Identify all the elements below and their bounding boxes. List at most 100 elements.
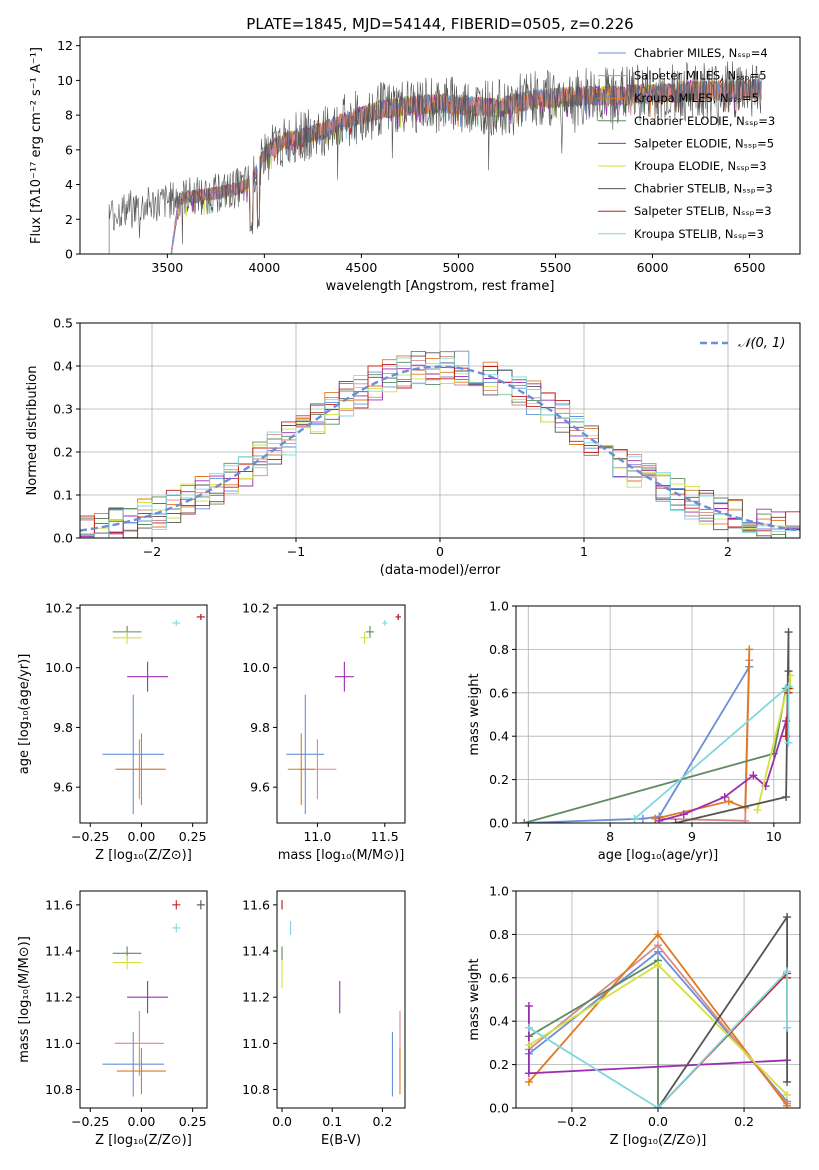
weight-lines <box>520 628 795 823</box>
x-tick-label: 11.5 <box>371 829 399 844</box>
weight-line <box>675 631 790 823</box>
legend-label: Kroupa MILES, Nₛₛₚ=5 <box>634 91 759 105</box>
error-bars <box>102 900 205 1097</box>
y-axis-label: mass weight <box>467 958 482 1040</box>
weight-vs-age-panel: 7 8 9 10 0.0 0.2 0.4 0.6 0.8 1.0 age [log₁₀(age/yr… <box>467 599 801 863</box>
axes-frame <box>79 604 208 824</box>
axes-frame <box>276 890 406 1109</box>
axes-frame <box>79 890 208 1109</box>
y-tick-label: 11.6 <box>45 897 73 912</box>
y-tick-label: 0.4 <box>489 729 509 744</box>
x-tick-label: 0.0 <box>272 1114 292 1129</box>
y-tick-label: 0.5 <box>53 316 73 331</box>
y-axis-label: Normed distribution <box>25 366 40 496</box>
normal-curve <box>80 365 800 532</box>
y-tick-label: 0.2 <box>489 1057 509 1072</box>
x-tick-label: 9 <box>688 829 696 844</box>
x-tick-label: 6500 <box>734 260 766 275</box>
y-tick-label: 4 <box>65 177 73 192</box>
legend-label: Chabrier ELODIE, Nₛₛₚ=3 <box>634 114 775 128</box>
weight-line <box>524 666 751 823</box>
legend-label: Salpeter STELIB, Nₛₛₚ=3 <box>634 204 772 218</box>
error-bars <box>281 900 401 1097</box>
x-tick-label: −1 <box>287 544 305 559</box>
y-tick-label: 0.4 <box>489 1014 509 1029</box>
x-tick-label: 11.0 <box>303 829 331 844</box>
y-tick-label: 0.6 <box>489 970 509 985</box>
y-tick-label: 0.0 <box>489 816 509 831</box>
x-tick-label: 0.1 <box>322 1114 342 1129</box>
y-tick-label: 0.2 <box>489 772 509 787</box>
x-tick-label: 3500 <box>151 260 183 275</box>
axes-frame <box>276 604 406 824</box>
x-axis-label: wavelength [Angstrom, rest frame] <box>326 279 555 294</box>
y-tick-label: 0.3 <box>53 402 73 417</box>
x-tick-label: 5500 <box>540 260 572 275</box>
y-tick-label: 12 <box>57 38 73 53</box>
y-tick-label: 0 <box>65 247 73 262</box>
x-tick-label: 4000 <box>248 260 280 275</box>
x-axis-label: Z [log₁₀(Z/Z⊙)] <box>95 1133 192 1148</box>
legend-label: Chabrier MILES, Nₛₛₚ=4 <box>634 46 768 60</box>
x-axis-label: E(B-V) <box>321 1133 361 1148</box>
y-tick-label: 0.4 <box>53 359 73 374</box>
histograms <box>80 350 800 538</box>
y-tick-label: 10.8 <box>45 1082 73 1097</box>
y-tick-label: 1.0 <box>489 884 509 899</box>
y-tick-label: 9.8 <box>53 720 73 735</box>
x-tick-label: 7 <box>524 829 532 844</box>
figure-title: PLATE=1845, MJD=54144, FIBERID=0505, z=0… <box>246 15 633 33</box>
x-tick-label: 0.25 <box>179 1114 207 1129</box>
x-tick-label: 0.25 <box>179 829 207 844</box>
x-axis-label: Z [log₁₀(Z/Z⊙)] <box>95 848 192 863</box>
x-tick-label: 0.00 <box>128 1114 156 1129</box>
y-tick-label: 0.8 <box>489 927 509 942</box>
x-axis-label: Z [log₁₀(Z/Z⊙)] <box>610 1133 707 1148</box>
y-tick-label: 8 <box>65 108 73 123</box>
y-tick-label: 10.0 <box>242 660 270 675</box>
spectrum-lines <box>108 61 762 254</box>
y-tick-label: 9.8 <box>250 720 270 735</box>
y-tick-label: 0.0 <box>53 531 73 546</box>
y-tick-label: 11.0 <box>45 1036 73 1051</box>
error-bars <box>102 613 205 815</box>
legend-label: 𝒩(0, 1) <box>738 336 785 351</box>
x-tick-label: 1 <box>580 544 588 559</box>
x-axis-label: mass [log₁₀(M/M⊙)] <box>278 848 405 863</box>
y-tick-label: 10 <box>57 73 73 88</box>
x-tick-label: −0.25 <box>71 1114 109 1129</box>
y-tick-label: 9.6 <box>53 780 73 795</box>
y-tick-label: 0.0 <box>489 1101 509 1116</box>
y-tick-label: 10.2 <box>242 600 270 615</box>
histogram-step <box>80 363 800 538</box>
y-tick-label: 6 <box>65 142 73 157</box>
axes-frame <box>79 322 801 539</box>
y-axis-label: mass weight <box>467 673 482 755</box>
y-tick-label: 11.2 <box>242 990 270 1005</box>
legend-label: Salpeter MILES, Nₛₛₚ=5 <box>634 69 767 83</box>
spectrum-line <box>108 61 762 254</box>
x-tick-label: 0.0 <box>648 1114 668 1129</box>
y-axis-label: mass [log₁₀(M/M⊙)] <box>17 936 32 1063</box>
histogram-step <box>80 357 800 538</box>
y-tick-label: 11.4 <box>45 944 73 959</box>
x-tick-label: 4500 <box>345 260 377 275</box>
y-axis-label: Flux [fλ10⁻¹⁷ erg cm⁻² s⁻¹ A⁻¹] <box>29 47 44 244</box>
x-tick-label: 0.00 <box>128 829 156 844</box>
axes-frame <box>79 36 801 255</box>
weight-line <box>634 684 790 820</box>
age-vs-metallicity-panel: −0.25 0.00 0.25 9.6 9.8 10.0 10.2 Z [log₁₀(Z/Z⊙… <box>17 600 208 863</box>
error-bars <box>286 613 401 815</box>
y-tick-label: 10.0 <box>45 660 73 675</box>
x-tick-label: 0.2 <box>734 1114 754 1129</box>
x-axis-label: age [log₁₀(age/yr)] <box>598 848 719 863</box>
y-tick-label: 11.6 <box>242 897 270 912</box>
mass-vs-metallicity-panel: −0.25 0.00 0.25 10.8 11.0 11.2 11.4 11.6 Z [log₁… <box>17 890 208 1148</box>
x-tick-label: 10 <box>766 829 782 844</box>
axes-frame <box>515 890 801 1109</box>
y-tick-label: 11.2 <box>45 990 73 1005</box>
legend-label: Salpeter ELODIE, Nₛₛₚ=5 <box>634 136 774 150</box>
histogram-step <box>80 362 800 538</box>
weight-line <box>654 649 751 820</box>
